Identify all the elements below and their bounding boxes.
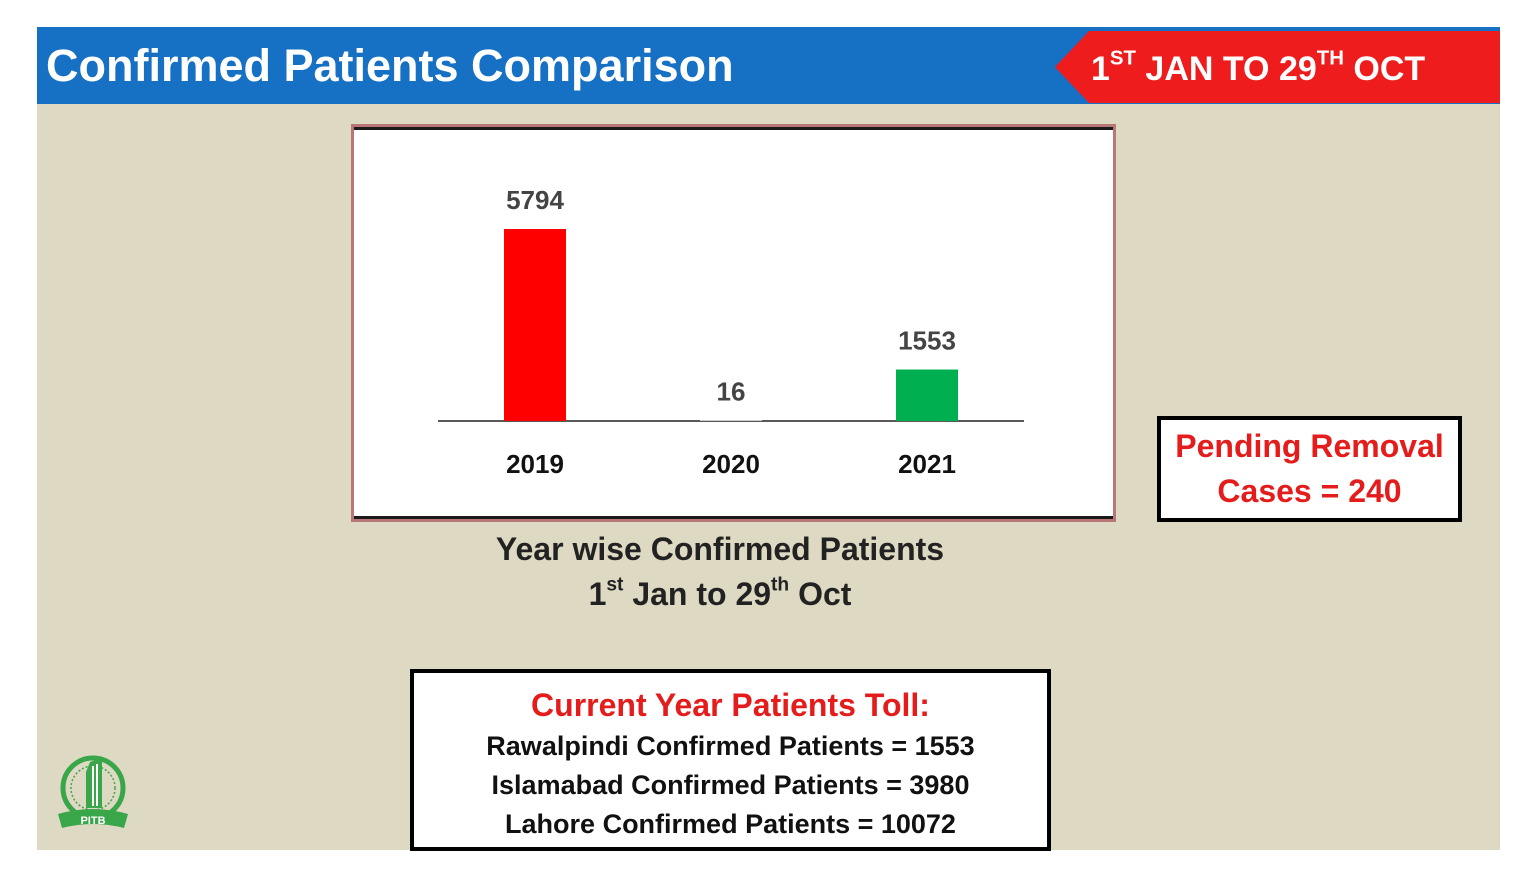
toll-line-islamabad: Islamabad Confirmed Patients = 3980 xyxy=(491,770,970,800)
data-label-2021: 1553 xyxy=(898,326,956,356)
x-tick-label-2020: 2020 xyxy=(702,449,760,479)
date-range-label: 1ST JAN TO 29TH OCT xyxy=(1091,46,1425,92)
bar-2020 xyxy=(700,420,762,421)
caption-line-1: Year wise Confirmed Patients xyxy=(495,531,945,567)
caption-end-suffix: th xyxy=(771,574,790,596)
caption-middle: Jan to 29 xyxy=(623,576,772,612)
caption-start-suffix: st xyxy=(606,574,624,596)
toll-line-lahore: Lahore Confirmed Patients = 10072 xyxy=(505,809,956,839)
caption-end-month: Oct xyxy=(789,576,852,612)
data-label-2020: 16 xyxy=(717,376,746,406)
toll-title: Current Year Patients Toll: xyxy=(531,687,930,723)
bar-2021 xyxy=(896,369,958,421)
caption-line-2: 1st Jan to 29th Oct xyxy=(420,572,1020,617)
page-title: Confirmed Patients Comparison xyxy=(46,40,734,91)
chart-frame: 5794 2019 16 2020 1553 2021 xyxy=(351,124,1116,522)
pitb-logo-icon: PITB xyxy=(58,755,128,828)
date-range-end-suffix: TH xyxy=(1316,47,1344,70)
date-range-middle: JAN TO 29 xyxy=(1135,50,1317,88)
bar-chart: 5794 2019 16 2020 1553 2021 xyxy=(438,185,1024,479)
pitb-logo-text: PITB xyxy=(80,815,105,827)
date-range-end-month: OCT xyxy=(1343,50,1426,88)
date-range-start-day: 1 xyxy=(1091,50,1110,88)
data-label-2019: 5794 xyxy=(506,185,564,215)
bar-2019 xyxy=(504,229,566,421)
toll-line-rawalpindi: Rawalpindi Confirmed Patients = 1553 xyxy=(486,731,975,761)
pending-removal-line-2: Cases = 240 xyxy=(1217,473,1402,509)
x-tick-label-2021: 2021 xyxy=(898,449,956,479)
pending-removal-box: Pending Removal Cases = 240 xyxy=(1157,416,1462,522)
current-year-toll-box: Current Year Patients Toll: Rawalpindi C… xyxy=(410,669,1051,851)
pending-removal-line-1: Pending Removal xyxy=(1175,428,1444,464)
x-tick-label-2019: 2019 xyxy=(506,449,564,479)
date-range-tag xyxy=(1055,31,1500,103)
caption-start-day: 1 xyxy=(588,576,607,612)
date-range-start-suffix: ST xyxy=(1109,47,1136,70)
chart-caption: Year wise Confirmed Patients 1st Jan to … xyxy=(420,527,1020,617)
